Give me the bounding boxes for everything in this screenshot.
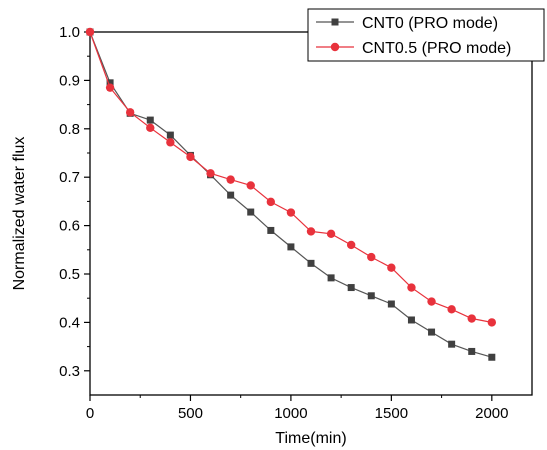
- series-line: [89, 31, 492, 358]
- data-point: [166, 138, 175, 147]
- data-point: [106, 79, 114, 87]
- x-tick-label: 0: [86, 405, 94, 422]
- data-point: [407, 283, 416, 292]
- y-tick-label: 0.3: [59, 363, 80, 380]
- data-point: [327, 274, 335, 282]
- y-axis-title: Normalized water flux: [11, 137, 28, 291]
- series-1: [85, 27, 497, 327]
- data-point: [286, 208, 296, 217]
- data-point: [306, 227, 316, 236]
- x-axis-title: Time(min): [275, 430, 346, 447]
- data-point: [326, 229, 336, 239]
- data-point: [387, 263, 396, 272]
- data-point: [468, 347, 476, 355]
- data-point: [387, 300, 395, 308]
- data-point: [85, 27, 95, 37]
- y-tick-label: 0.7: [59, 169, 80, 186]
- data-point: [186, 152, 195, 162]
- data-point: [488, 353, 496, 361]
- plot-frame: [89, 31, 533, 396]
- series-layer: [85, 27, 497, 361]
- data-point: [367, 252, 376, 262]
- data-point: [346, 240, 356, 250]
- data-point: [267, 226, 275, 234]
- legend-circle-marker: [330, 42, 340, 52]
- x-tick-label: 1500: [375, 405, 408, 422]
- data-point: [347, 284, 355, 292]
- legend-box: [307, 8, 545, 62]
- legend-label: CNT0 (PRO mode): [362, 15, 498, 32]
- legend-square-marker: [331, 18, 339, 26]
- data-point: [247, 208, 255, 216]
- legend: CNT0 (PRO mode) CNT0.5 (PRO mode): [307, 8, 545, 62]
- y-tick-label: 0.4: [59, 314, 80, 331]
- legend-label: CNT0.5 (PRO mode): [362, 40, 511, 57]
- y-tick-label: 0.9: [59, 72, 80, 89]
- y-tick-label: 1.0: [59, 24, 80, 41]
- data-point: [428, 328, 436, 336]
- data-point: [226, 175, 235, 184]
- data-point: [427, 297, 436, 306]
- series-0: [86, 28, 496, 361]
- y-tick-label: 0.6: [59, 218, 80, 235]
- y-axis: 0.3 0.4 0.5 0.6 0.7 0.8 0.9 1.0: [59, 24, 90, 380]
- data-point: [487, 318, 497, 327]
- x-tick-label: 1000: [274, 405, 307, 422]
- x-axis: 0 500 1000 1500 2000: [86, 395, 509, 422]
- data-point: [206, 169, 215, 178]
- data-point: [105, 83, 115, 92]
- plot-border: [89, 31, 533, 396]
- y-tick-label: 0.5: [59, 266, 80, 283]
- data-point: [125, 108, 135, 117]
- data-point: [266, 197, 276, 207]
- data-point: [447, 305, 456, 314]
- data-point: [367, 292, 375, 300]
- data-point: [146, 116, 154, 124]
- data-point: [467, 314, 476, 323]
- data-point: [448, 340, 456, 348]
- data-point: [307, 259, 315, 267]
- series-line: [89, 31, 492, 323]
- legend-entry-cnt0-5: CNT0.5 (PRO mode): [316, 40, 511, 57]
- data-point: [287, 243, 295, 251]
- data-point: [407, 316, 415, 324]
- data-point: [166, 131, 174, 139]
- data-point: [246, 181, 255, 190]
- legend-entry-cnt0: CNT0 (PRO mode): [316, 15, 498, 32]
- data-point: [227, 191, 235, 199]
- y-tick-label: 0.8: [59, 121, 80, 138]
- x-tick-label: 2000: [475, 405, 508, 422]
- data-point: [146, 123, 155, 133]
- x-tick-label: 500: [178, 405, 203, 422]
